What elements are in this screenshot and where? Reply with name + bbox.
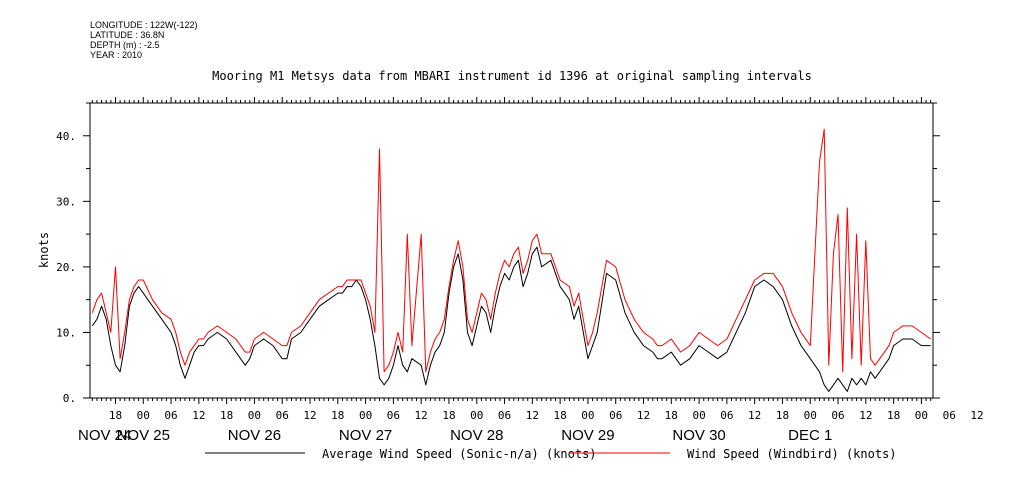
hour-tick-label: 06 xyxy=(164,409,177,422)
day-tick-label: DEC 1 xyxy=(788,427,832,444)
series-line-average-wind xyxy=(91,246,931,392)
metadata-block: LONGITUDE : 122W(-122) LATITUDE : 36.8N … xyxy=(90,20,198,60)
chart-title: Mooring M1 Metsys data from MBARI instru… xyxy=(212,69,812,83)
hour-tick-label: 06 xyxy=(276,409,289,422)
day-tick-label: NOV 24 xyxy=(78,427,131,444)
y-axis-label: knots xyxy=(37,232,51,268)
depth-label: DEPTH (m) : -2.5 xyxy=(90,40,160,50)
hour-tick-label: 18 xyxy=(665,409,678,422)
y-tick-label: 10. xyxy=(56,326,76,339)
hour-tick-label: 00 xyxy=(915,409,928,422)
hour-tick-label: 06 xyxy=(498,409,511,422)
legend-label-windbird: Wind Speed (Windbird) (knots) xyxy=(687,447,897,461)
plot-frame xyxy=(89,102,934,399)
x-tick-labels: 18 00 06 12 18 00 06 12 18 00 06 12 18 00 06 12 18 00 06 12… xyxy=(78,409,984,444)
hour-tick-label: 00 xyxy=(470,409,483,422)
day-tick-label: NOV 25 xyxy=(117,427,170,444)
day-tick-label: NOV 30 xyxy=(672,427,725,444)
hour-tick-label: 00 xyxy=(804,409,817,422)
hour-tick-label: 18 xyxy=(109,409,122,422)
hour-tick-label: 12 xyxy=(526,409,539,422)
hour-tick-label: 12 xyxy=(303,409,316,422)
hour-tick-label: 00 xyxy=(359,409,372,422)
day-tick-label: NOV 28 xyxy=(450,427,503,444)
series-group xyxy=(91,128,931,392)
hour-tick-label: 18 xyxy=(442,409,455,422)
hour-tick-label: 06 xyxy=(943,409,956,422)
hour-tick-label: 12 xyxy=(970,409,983,422)
hour-tick-label: 18 xyxy=(220,409,233,422)
y-tick-label: 30. xyxy=(56,195,76,208)
hour-tick-label: 06 xyxy=(720,409,733,422)
hour-tick-label: 12 xyxy=(748,409,761,422)
axis-ticks xyxy=(83,97,940,404)
hour-tick-label: 12 xyxy=(415,409,428,422)
hour-tick-label: 12 xyxy=(192,409,205,422)
y-tick-label: 0. xyxy=(63,392,76,405)
hour-tick-label: 18 xyxy=(331,409,344,422)
hour-tick-label: 18 xyxy=(554,409,567,422)
hour-tick-label: 12 xyxy=(859,409,872,422)
day-tick-label: NOV 26 xyxy=(228,427,281,444)
y-tick-label: 20. xyxy=(56,261,76,274)
hour-tick-label: 06 xyxy=(387,409,400,422)
y-tick-label: 40. xyxy=(56,130,76,143)
legend-label-average-wind: Average Wind Speed (Sonic-n/a) (knots) xyxy=(322,447,597,461)
hour-tick-label: 18 xyxy=(887,409,900,422)
day-tick-label: NOV 27 xyxy=(339,427,392,444)
hour-tick-label: 00 xyxy=(581,409,594,422)
year-label: YEAR : 2010 xyxy=(90,50,143,60)
series-line-windbird xyxy=(91,128,931,373)
y-tick-labels: 0. 10. 20. 30. 40. xyxy=(56,130,76,405)
hour-tick-label: 18 xyxy=(776,409,789,422)
hour-tick-label: 00 xyxy=(137,409,150,422)
hour-tick-label: 06 xyxy=(609,409,622,422)
latitude-label: LATITUDE : 36.8N xyxy=(90,30,165,40)
hour-tick-label: 00 xyxy=(692,409,705,422)
hour-tick-label: 06 xyxy=(831,409,844,422)
legend: Average Wind Speed (Sonic-n/a) (knots) W… xyxy=(205,447,897,461)
hour-tick-label: 00 xyxy=(248,409,261,422)
day-tick-label: NOV 29 xyxy=(561,427,614,444)
longitude-label: LONGITUDE : 122W(-122) xyxy=(90,20,198,30)
hour-tick-label: 12 xyxy=(637,409,650,422)
